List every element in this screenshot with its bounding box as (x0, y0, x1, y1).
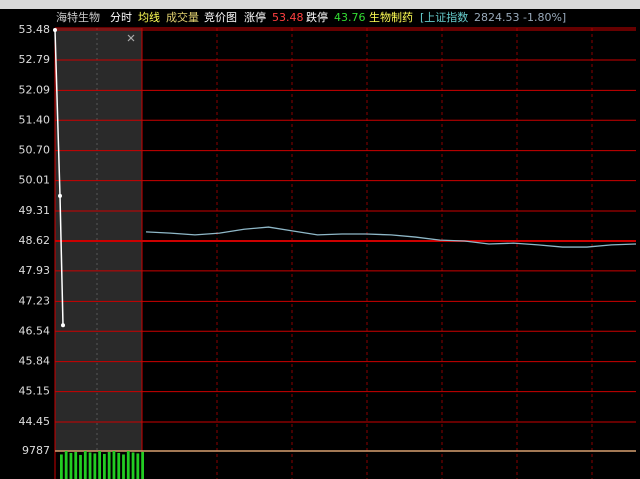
volume-bar (60, 454, 63, 479)
menu-bar (0, 0, 640, 9)
auction-point (58, 193, 62, 198)
auction-area (55, 28, 142, 451)
volume-bar (64, 451, 68, 479)
sector: 生物制药 (369, 10, 413, 24)
volume-bar (126, 451, 130, 479)
volume-bar (74, 451, 78, 479)
y-tick-label: 48.62 (19, 234, 51, 247)
limit-down: 43.76 (334, 11, 366, 24)
volume-bar (98, 451, 101, 479)
tab[interactable]: 分时 (110, 11, 132, 24)
auction-point (53, 28, 57, 32)
volume-bar (88, 452, 92, 479)
y-tick-label: 49.31 (19, 204, 51, 217)
limit-up: 53.48 (272, 11, 304, 24)
y-tick-label: 53.48 (19, 23, 51, 36)
y-tick-label: 46.54 (19, 324, 51, 337)
y-tick-label: 45.84 (19, 355, 51, 368)
y-tick-label: 52.09 (19, 83, 51, 96)
volume-bar (107, 451, 111, 479)
tab[interactable]: 成交量 (166, 10, 199, 24)
volume-bar (79, 454, 82, 479)
volume-tick-label: 9787 (22, 444, 50, 457)
volume-bar (122, 454, 125, 479)
volume-bar (141, 451, 144, 479)
y-tick-label: 47.23 (19, 294, 51, 307)
y-tick-label: 50.70 (19, 144, 51, 157)
volume-bar (136, 453, 140, 479)
index-name: [上证指数 (420, 10, 468, 24)
index-value: 2824.53 -1.80%] (474, 11, 566, 24)
y-tick-label: 47.93 (19, 264, 51, 277)
volume-bar (69, 452, 73, 479)
stock-name: 海特生物 (56, 10, 100, 24)
header: 海特生物 分时 均线 成交量 竞价图 涨停 53.48 跌停 43.76 生物制… (56, 10, 566, 24)
y-tick-label: 50.01 (19, 174, 51, 187)
volume-bar (83, 451, 87, 479)
y-tick-label: 45.15 (19, 385, 51, 398)
limit-down-label: 跌停 (306, 10, 328, 24)
volume-bar (117, 452, 121, 479)
vertical-grid (216, 28, 593, 479)
close-icon (127, 34, 135, 42)
y-tick-label: 44.45 (19, 415, 51, 428)
y-tick-label: 52.79 (19, 53, 51, 66)
auction-point (61, 323, 65, 328)
volume-bar (131, 452, 135, 479)
tab[interactable]: 竞价图 (204, 10, 237, 24)
volume-bar (93, 453, 97, 479)
y-tick-label: 51.40 (19, 113, 51, 126)
volume-bar (103, 453, 106, 479)
limit-up-label: 涨停 (244, 10, 266, 24)
volume-bar (112, 451, 116, 479)
tab[interactable]: 均线 (138, 10, 160, 24)
price-line (145, 226, 637, 248)
